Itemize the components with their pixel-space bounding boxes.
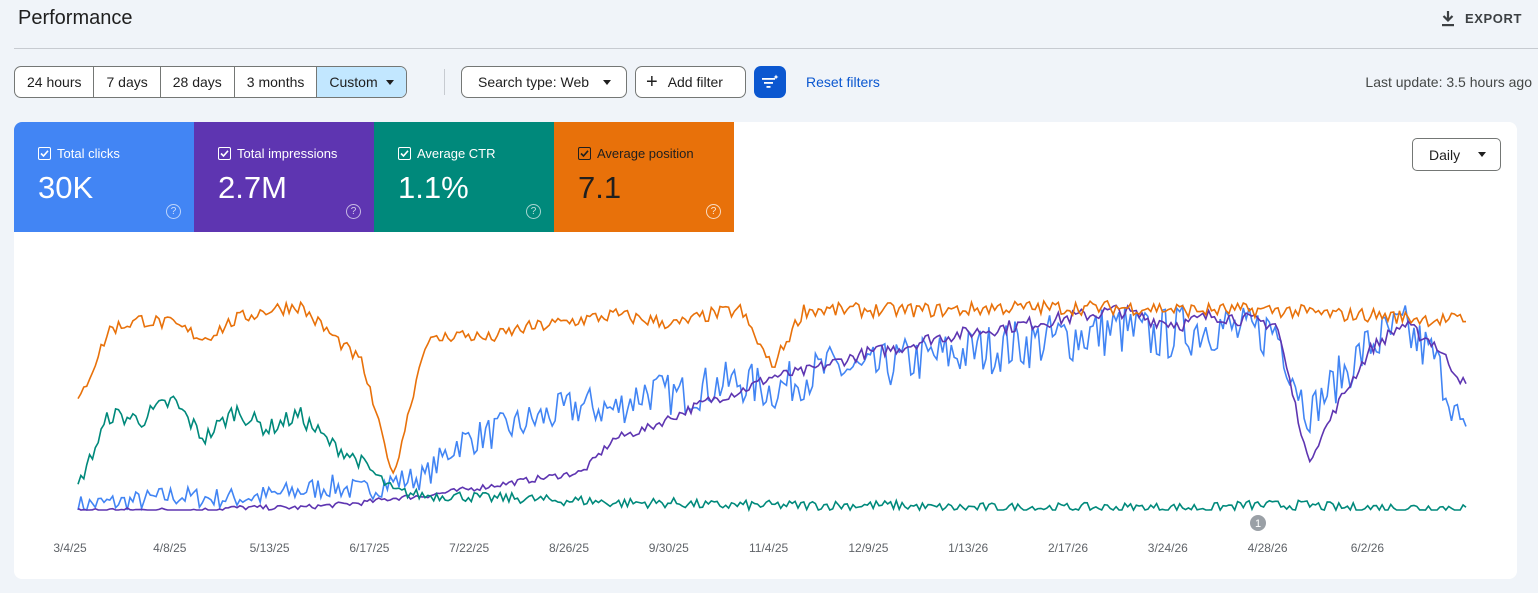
last-update-text: Last update: 3.5 hours ago (1365, 74, 1532, 90)
x-tick-label: 7/22/25 (449, 541, 489, 555)
header-divider (14, 48, 1538, 49)
x-tick-label: 3/4/25 (53, 541, 87, 555)
x-tick-label: 4/28/26 (1248, 541, 1288, 555)
metric-label-row: Average position (578, 146, 694, 161)
performance-card: Total clicks 30K ? Total impressions 2.7… (14, 122, 1517, 579)
metric-label-row: Total impressions (218, 146, 337, 161)
metric-total-clicks[interactable]: Total clicks 30K ? (14, 122, 194, 232)
date-range-28-days[interactable]: 28 days (161, 67, 235, 97)
metric-label-row: Total clicks (38, 146, 120, 161)
export-button[interactable]: EXPORT (1440, 7, 1522, 29)
metric-value: 1.1% (398, 170, 469, 205)
chevron-down-icon (603, 79, 612, 85)
x-tick-label: 3/24/26 (1148, 541, 1188, 555)
x-tick-label: 1/13/26 (948, 541, 988, 555)
checkbox-checked-icon[interactable] (398, 147, 411, 160)
add-filter-button[interactable]: + Add filter (635, 66, 746, 98)
top-bar: Performance EXPORT (0, 0, 1538, 48)
x-tick-label: 11/4/25 (749, 541, 788, 555)
download-icon (1441, 10, 1454, 26)
annotation-badge[interactable]: 1 (1250, 515, 1266, 531)
series-line-average-position (77, 298, 1467, 475)
search-type-dropdown[interactable]: Search type: Web (461, 66, 627, 98)
help-icon[interactable]: ? (706, 204, 721, 219)
date-range-7-days[interactable]: 7 days (94, 67, 161, 97)
metric-label: Total impressions (237, 146, 338, 161)
x-tick-label: 9/30/25 (649, 541, 689, 555)
metric-label: Total clicks (57, 146, 120, 161)
x-tick-label: 8/26/25 (549, 541, 589, 555)
checkbox-checked-icon[interactable] (38, 147, 51, 160)
export-label: EXPORT (1464, 10, 1522, 26)
filter-separator (444, 69, 445, 95)
svg-text:1: 1 (1255, 518, 1261, 530)
add-filter-label: Add filter (667, 74, 723, 90)
plus-icon: + (646, 71, 658, 93)
metric-value: 7.1 (578, 170, 622, 205)
metric-total-impressions[interactable]: Total impressions 2.7M ? (194, 122, 374, 232)
date-range-custom-label: Custom (329, 74, 378, 90)
metric-label: Average position (597, 146, 694, 161)
help-icon[interactable]: ? (346, 204, 361, 219)
x-tick-label: 12/9/25 (848, 541, 888, 555)
help-icon[interactable]: ? (166, 204, 181, 219)
date-range-3-months[interactable]: 3 months (235, 67, 318, 97)
date-range-selector: 24 hours 7 days 28 days 3 months Custom (14, 66, 407, 98)
metric-average-ctr[interactable]: Average CTR 1.1% ? (374, 122, 554, 232)
chevron-down-icon (385, 79, 394, 85)
granularity-dropdown[interactable]: Daily (1412, 138, 1501, 171)
metric-value: 2.7M (218, 170, 287, 205)
metric-label-row: Average CTR (398, 146, 496, 161)
search-type-label: Search type: Web (478, 74, 590, 90)
date-range-custom[interactable]: Custom (317, 67, 406, 97)
checkbox-checked-icon[interactable] (218, 147, 231, 160)
date-range-24-hours[interactable]: 24 hours (15, 67, 95, 97)
chevron-down-icon (1478, 152, 1486, 157)
checkbox-checked-icon[interactable] (578, 147, 591, 160)
compare-filter-button[interactable] (754, 66, 786, 98)
granularity-label: Daily (1429, 146, 1461, 163)
help-icon[interactable]: ? (526, 204, 541, 219)
filter-bar: 24 hours 7 days 28 days 3 months Custom … (14, 66, 1532, 98)
x-tick-label: 6/2/26 (1351, 541, 1385, 555)
reset-filters-link[interactable]: Reset filters (806, 74, 880, 90)
performance-line-chart: 1 3/4/25 4/8/25 5/13/25 6/17/25 7/22/25 8/26/2… (53, 298, 1467, 555)
series-line-total-impressions (77, 304, 1467, 511)
x-tick-label: 5/13/25 (250, 541, 290, 555)
x-tick-label: 4/8/25 (153, 541, 187, 555)
metric-label: Average CTR (417, 146, 496, 161)
series-line-total-clicks (77, 303, 1467, 512)
metric-value: 30K (38, 170, 94, 205)
x-tick-label: 6/17/25 (349, 541, 389, 555)
metric-average-position[interactable]: Average position 7.1 ? (554, 122, 734, 232)
filter-sparkle-icon (762, 74, 779, 88)
page-title: Performance (18, 7, 133, 29)
x-tick-label: 2/17/26 (1048, 541, 1088, 555)
series-line-average-ctr (77, 395, 1467, 513)
